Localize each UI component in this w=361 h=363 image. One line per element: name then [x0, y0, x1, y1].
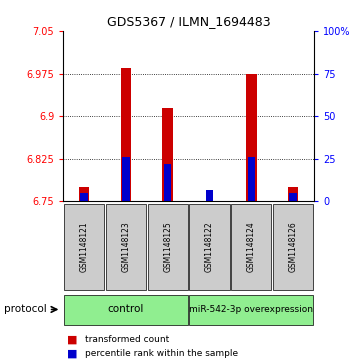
Bar — [246, 74, 257, 201]
Text: GSM1148126: GSM1148126 — [289, 221, 298, 272]
Bar — [79, 187, 89, 201]
Text: GSM1148121: GSM1148121 — [79, 221, 88, 272]
Text: GSM1148123: GSM1148123 — [121, 221, 130, 272]
Bar — [190, 204, 230, 290]
Bar — [164, 164, 171, 201]
Bar — [162, 108, 173, 201]
Text: transformed count: transformed count — [85, 335, 169, 344]
Text: ■: ■ — [67, 349, 77, 359]
Bar — [290, 193, 297, 201]
Bar — [231, 204, 271, 290]
Text: control: control — [108, 305, 144, 314]
Bar — [248, 157, 255, 201]
Bar — [64, 295, 188, 325]
Bar — [148, 204, 188, 290]
Bar — [122, 157, 130, 201]
Bar — [80, 193, 88, 201]
Bar — [288, 187, 299, 201]
Title: GDS5367 / ILMN_1694483: GDS5367 / ILMN_1694483 — [107, 15, 270, 28]
Bar — [121, 68, 131, 201]
Text: ■: ■ — [67, 334, 77, 344]
Bar — [190, 295, 313, 325]
Bar — [206, 189, 213, 201]
Text: percentile rank within the sample: percentile rank within the sample — [85, 350, 238, 358]
Text: GSM1148122: GSM1148122 — [205, 221, 214, 272]
Text: miR-542-3p overexpression: miR-542-3p overexpression — [190, 305, 313, 314]
Text: GSM1148125: GSM1148125 — [163, 221, 172, 272]
Bar — [204, 201, 215, 250]
Bar — [64, 204, 104, 290]
Bar — [273, 204, 313, 290]
Text: GSM1148124: GSM1148124 — [247, 221, 256, 272]
Bar — [106, 204, 146, 290]
Text: protocol: protocol — [4, 305, 46, 314]
